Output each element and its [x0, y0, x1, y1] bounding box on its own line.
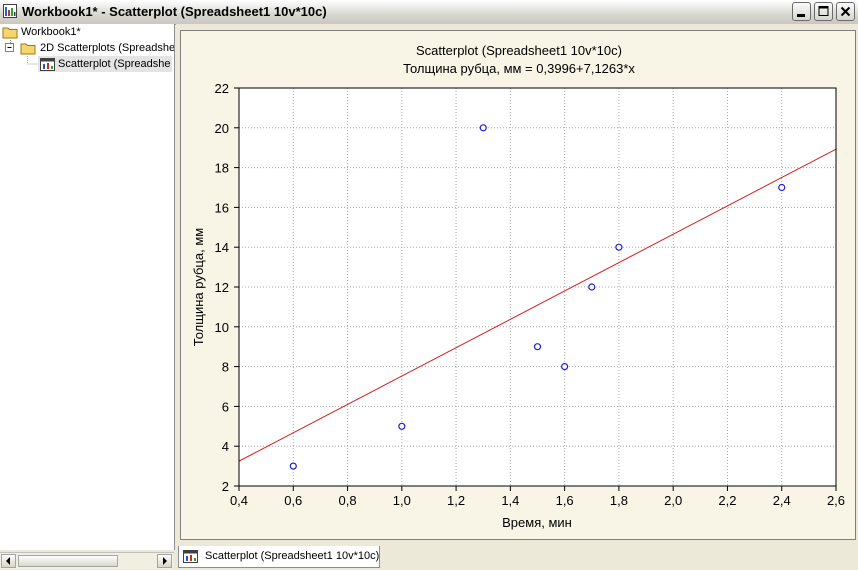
maximize-icon [818, 6, 829, 16]
y-tick-label: 22 [215, 81, 229, 96]
regression-line [238, 148, 837, 462]
tree-connector-lines [5, 40, 40, 65]
tree-item-2d-scatterplots[interactable]: 2D Scatterplots (Spreadshe [18, 40, 175, 56]
folder-icon [2, 27, 18, 39]
x-tick-label: 0,6 [284, 493, 302, 508]
data-point [561, 363, 569, 371]
tab-strip: Scatterplot (Spreadsheet1 10v*10c) [176, 546, 858, 568]
scatterplot-chart[interactable]: Scatterplot (Spreadsheet1 10v*10c) Толщи… [180, 30, 856, 540]
chart-subtitle: Толщина рубца, мм = 0,3996+7,1263*x [403, 61, 635, 76]
x-tick-label: 2,2 [718, 493, 736, 508]
maximize-button[interactable] [814, 2, 833, 21]
data-point [479, 124, 487, 132]
arrow-left-icon [6, 557, 10, 565]
plot-border [238, 87, 837, 487]
chart-title: Scatterplot (Spreadsheet1 10v*10c) [416, 43, 622, 58]
data-point [588, 283, 596, 291]
folder-icon [20, 43, 36, 55]
x-tick-label: 1,8 [610, 493, 628, 508]
y-tick-label: 18 [215, 161, 229, 176]
x-axis-label: Время, мин [502, 515, 572, 530]
y-tick-label: 6 [222, 399, 229, 414]
data-point [289, 462, 297, 470]
grid-lines [239, 88, 836, 486]
tab-label: Scatterplot (Spreadsheet1 10v*10c) [205, 550, 380, 562]
y-axis-label: Толщина рубца, мм [191, 228, 206, 346]
scatterplot-svg[interactable]: Scatterplot (Spreadsheet1 10v*10c) Толщи… [181, 31, 855, 539]
window-title: Workbook1* - Scatterplot (Spreadsheet1 1… [22, 4, 327, 19]
workbook-icon [3, 4, 17, 18]
data-points [289, 124, 786, 470]
minimize-icon [797, 14, 805, 17]
tree-item-label: 2D Scatterplots (Spreadshe [40, 42, 175, 54]
data-point [615, 243, 623, 251]
y-tick-label: 4 [222, 439, 229, 454]
tree-item-label: Scatterplot (Spreadshe [58, 58, 171, 70]
scroll-thumb[interactable] [18, 555, 118, 567]
x-tick-label: 0,8 [339, 493, 357, 508]
x-tick-label: 0,4 [230, 493, 248, 508]
graph-window: Scatterplot (Spreadsheet1 10v*10c) Толщи… [176, 24, 858, 546]
x-tick-label: 2,0 [664, 493, 682, 508]
y-tick-label: 16 [215, 200, 229, 215]
minimize-button[interactable] [792, 2, 811, 21]
y-tick-label: 8 [222, 360, 229, 375]
tree-horizontal-scrollbar[interactable] [0, 552, 174, 569]
y-tick-label: 20 [215, 121, 229, 136]
x-tick-label: 1,0 [393, 493, 411, 508]
tree-item-workbook[interactable]: Workbook1* [2, 24, 172, 40]
y-tick-label: 10 [215, 320, 229, 335]
x-tick-label: 2,4 [773, 493, 791, 508]
title-bar[interactable]: Workbook1* - Scatterplot (Spreadsheet1 1… [0, 0, 858, 25]
close-button[interactable] [836, 2, 855, 21]
close-icon [840, 6, 851, 17]
data-point [533, 343, 542, 351]
x-tick-label: 1,2 [447, 493, 465, 508]
y-tick-label: 2 [222, 479, 229, 494]
graph-icon [40, 58, 55, 71]
y-axis-ticks: 2 4 6 8 10 12 14 16 18 20 22 [215, 81, 239, 494]
y-tick-label: 14 [215, 240, 229, 255]
tree-item-scatterplot[interactable]: Scatterplot (Spreadshe [38, 56, 172, 72]
tab-scatterplot[interactable]: Scatterplot (Spreadsheet1 10v*10c) [178, 546, 380, 568]
scroll-left-button[interactable] [1, 554, 16, 568]
arrow-right-icon [163, 557, 167, 565]
x-tick-label: 2,6 [827, 493, 845, 508]
fit-line [238, 148, 837, 462]
scroll-right-button[interactable] [157, 554, 172, 568]
y-tick-label: 12 [215, 280, 229, 295]
tree-item-label: Workbook1* [21, 26, 81, 38]
data-point [398, 422, 406, 430]
x-axis-ticks: 0,4 0,6 0,8 1,0 1,2 1,4 1,6 1,8 2,0 2,2 2,4 2,6 [230, 486, 845, 508]
workbook-tree[interactable]: Workbook1* 2D Scatterplots (Spreadshe Sc… [0, 24, 175, 550]
x-tick-label: 1,4 [501, 493, 519, 508]
graph-icon [183, 550, 198, 563]
data-point [778, 183, 786, 192]
x-tick-label: 1,6 [556, 493, 574, 508]
